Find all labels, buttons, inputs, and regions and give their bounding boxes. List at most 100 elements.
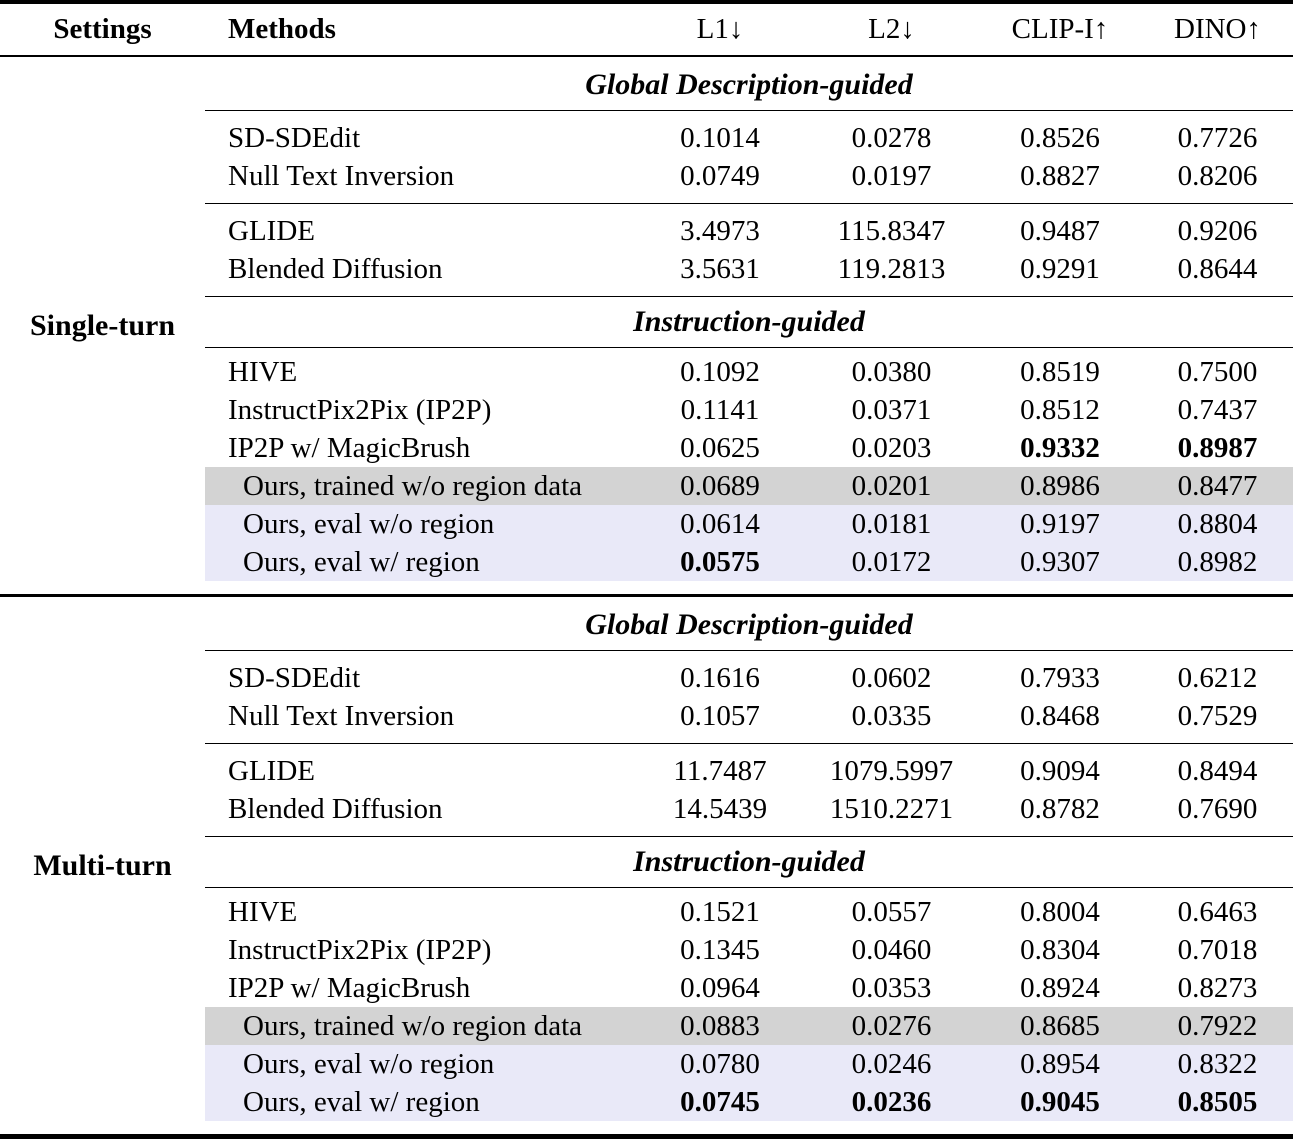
value-cell-clip-i: 0.8924 (1020, 971, 1100, 1004)
setting-label-multi-turn: Multi-turn (33, 848, 172, 882)
value-cell-l2: 0.0276 (851, 1009, 932, 1042)
value-cell-l1: 0.1141 (680, 393, 760, 426)
table-row: Blended Diffusion 14.5439 1510.2271 0.87… (0, 790, 1293, 828)
method-cell: IP2P w/ MagicBrush (228, 971, 471, 1004)
value-cell-l1: 0.0780 (680, 1047, 760, 1080)
value-cell-clip-i: 0.9291 (1020, 252, 1100, 285)
value-cell-l1: 14.5439 (672, 792, 768, 825)
value-cell-dino: 0.6463 (1177, 895, 1258, 928)
value-cell-l1: 0.0749 (680, 159, 760, 192)
method-cell: Ours, trained w/o region data (243, 1009, 583, 1042)
value-cell-l1: 0.0689 (680, 469, 760, 502)
table-row-ours-eval-wo-region: Ours, eval w/o region 0.0780 0.0246 0.89… (0, 1045, 1293, 1083)
method-cell: SD-SDEdit (228, 661, 361, 694)
row-group: SD-SDEdit 0.1014 0.0278 0.8526 0.7726 Nu… (0, 111, 1293, 203)
value-cell-dino: 0.7437 (1177, 393, 1258, 426)
subsection-header-row: Instruction-guided (0, 297, 1293, 347)
mid-rule (205, 743, 1293, 744)
table-row: Blended Diffusion 3.5631 119.2813 0.9291… (0, 250, 1293, 288)
value-cell-clip-i: 0.8004 (1020, 895, 1100, 928)
value-cell-l2: 0.0172 (851, 545, 932, 578)
value-cell-l1: 0.0575 (680, 545, 760, 578)
value-cell-clip-i: 0.8304 (1020, 933, 1100, 966)
method-cell: Null Text Inversion (228, 699, 455, 732)
table-row: HIVE 0.1092 0.0380 0.8519 0.7500 (0, 353, 1293, 391)
value-cell-l2: 1510.2271 (829, 792, 954, 825)
value-cell-l1: 0.1345 (680, 933, 760, 966)
col-header-settings: Settings (53, 13, 152, 45)
table-row: IP2P w/ MagicBrush 0.0625 0.0203 0.9332 … (0, 429, 1293, 467)
value-cell-l1: 0.1014 (680, 121, 760, 154)
method-cell: HIVE (228, 355, 298, 388)
method-cell: HIVE (228, 895, 298, 928)
value-cell-dino: 0.7922 (1177, 1009, 1258, 1042)
row-group: SD-SDEdit 0.1616 0.0602 0.7933 0.6212 Nu… (0, 651, 1293, 743)
method-cell: InstructPix2Pix (IP2P) (228, 393, 492, 426)
value-cell-clip-i: 0.8827 (1020, 159, 1100, 192)
value-cell-dino: 0.8477 (1177, 469, 1258, 502)
col-header-dino: DINO↑ (1174, 13, 1261, 45)
table-row: GLIDE 3.4973 115.8347 0.9487 0.9206 (0, 212, 1293, 250)
value-cell-l2: 0.0371 (851, 393, 932, 426)
mid-rule (205, 296, 1293, 297)
table-row: IP2P w/ MagicBrush 0.0964 0.0353 0.8924 … (0, 969, 1293, 1007)
value-cell-clip-i: 0.8986 (1020, 469, 1100, 502)
single-turn-section: Single-turn Global Description-guided SD… (0, 57, 1293, 594)
header-row: Settings Methods L1↓ L2↓ CLIP-I↑ DINO↑ (0, 4, 1293, 55)
value-cell-dino: 0.8644 (1177, 252, 1258, 285)
subsection-header-global: Global Description-guided (585, 68, 913, 101)
table-row: InstructPix2Pix (IP2P) 0.1141 0.0371 0.8… (0, 391, 1293, 429)
value-cell-l2: 0.0557 (851, 895, 932, 928)
value-cell-l2: 0.0203 (851, 431, 932, 464)
mid-rule (205, 203, 1293, 204)
value-cell-l1: 0.0883 (680, 1009, 760, 1042)
value-cell-clip-i: 0.8468 (1020, 699, 1100, 732)
setting-label-single-turn: Single-turn (29, 308, 176, 342)
value-cell-dino: 0.8322 (1177, 1047, 1258, 1080)
value-cell-l1: 0.1092 (680, 355, 760, 388)
row-group: HIVE 0.1521 0.0557 0.8004 0.6463 Instruc… (0, 888, 1293, 1129)
value-cell-l2: 0.0602 (851, 661, 932, 694)
value-cell-l2: 0.0236 (851, 1085, 932, 1118)
method-cell: GLIDE (228, 754, 315, 787)
subsection-header-instruction: Instruction-guided (633, 305, 865, 338)
subsection-header-row: Instruction-guided (0, 837, 1293, 887)
value-cell-l1: 0.0614 (680, 507, 760, 540)
subsection-header-instruction: Instruction-guided (633, 845, 865, 878)
subsection-header-row: Global Description-guided (0, 600, 1293, 650)
value-cell-l2: 0.0181 (851, 507, 932, 540)
value-cell-dino: 0.8987 (1177, 431, 1258, 464)
method-cell: IP2P w/ MagicBrush (228, 431, 471, 464)
value-cell-clip-i: 0.8519 (1020, 355, 1100, 388)
value-cell-l1: 11.7487 (673, 754, 767, 787)
method-cell: Ours, eval w/ region (243, 1085, 480, 1118)
value-cell-dino: 0.7529 (1177, 699, 1258, 732)
row-group: HIVE 0.1092 0.0380 0.8519 0.7500 Instruc… (0, 348, 1293, 589)
table-row: SD-SDEdit 0.1616 0.0602 0.7933 0.6212 (0, 659, 1293, 697)
value-cell-clip-i: 0.9332 (1020, 431, 1100, 464)
table-row: SD-SDEdit 0.1014 0.0278 0.8526 0.7726 (0, 119, 1293, 157)
value-cell-clip-i: 0.8512 (1020, 393, 1100, 426)
value-cell-clip-i: 0.8782 (1020, 792, 1100, 825)
value-cell-clip-i: 0.8685 (1020, 1009, 1100, 1042)
table-row-ours-eval-w-region: Ours, eval w/ region 0.0745 0.0236 0.904… (0, 1083, 1293, 1121)
value-cell-dino: 0.8494 (1177, 754, 1258, 787)
mid-rule (205, 836, 1293, 837)
value-cell-l2: 0.0246 (851, 1047, 932, 1080)
col-header-methods: Methods (228, 13, 336, 45)
value-cell-dino: 0.9206 (1177, 214, 1258, 247)
value-cell-l1: 0.0964 (680, 971, 760, 1004)
value-cell-l2: 0.0335 (851, 699, 932, 732)
table-row: Null Text Inversion 0.0749 0.0197 0.8827… (0, 157, 1293, 195)
mid-rule (205, 347, 1293, 348)
value-cell-dino: 0.8505 (1177, 1085, 1258, 1118)
value-cell-l2: 0.0197 (851, 159, 932, 192)
value-cell-l2: 0.0353 (851, 971, 932, 1004)
value-cell-l1: 0.0625 (680, 431, 760, 464)
row-group: GLIDE 11.7487 1079.5997 0.9094 0.8494 Bl… (0, 744, 1293, 836)
method-cell: Ours, eval w/ region (243, 545, 480, 578)
table-row: InstructPix2Pix (IP2P) 0.1345 0.0460 0.8… (0, 931, 1293, 969)
value-cell-dino: 0.8206 (1177, 159, 1258, 192)
value-cell-clip-i: 0.9094 (1020, 754, 1100, 787)
